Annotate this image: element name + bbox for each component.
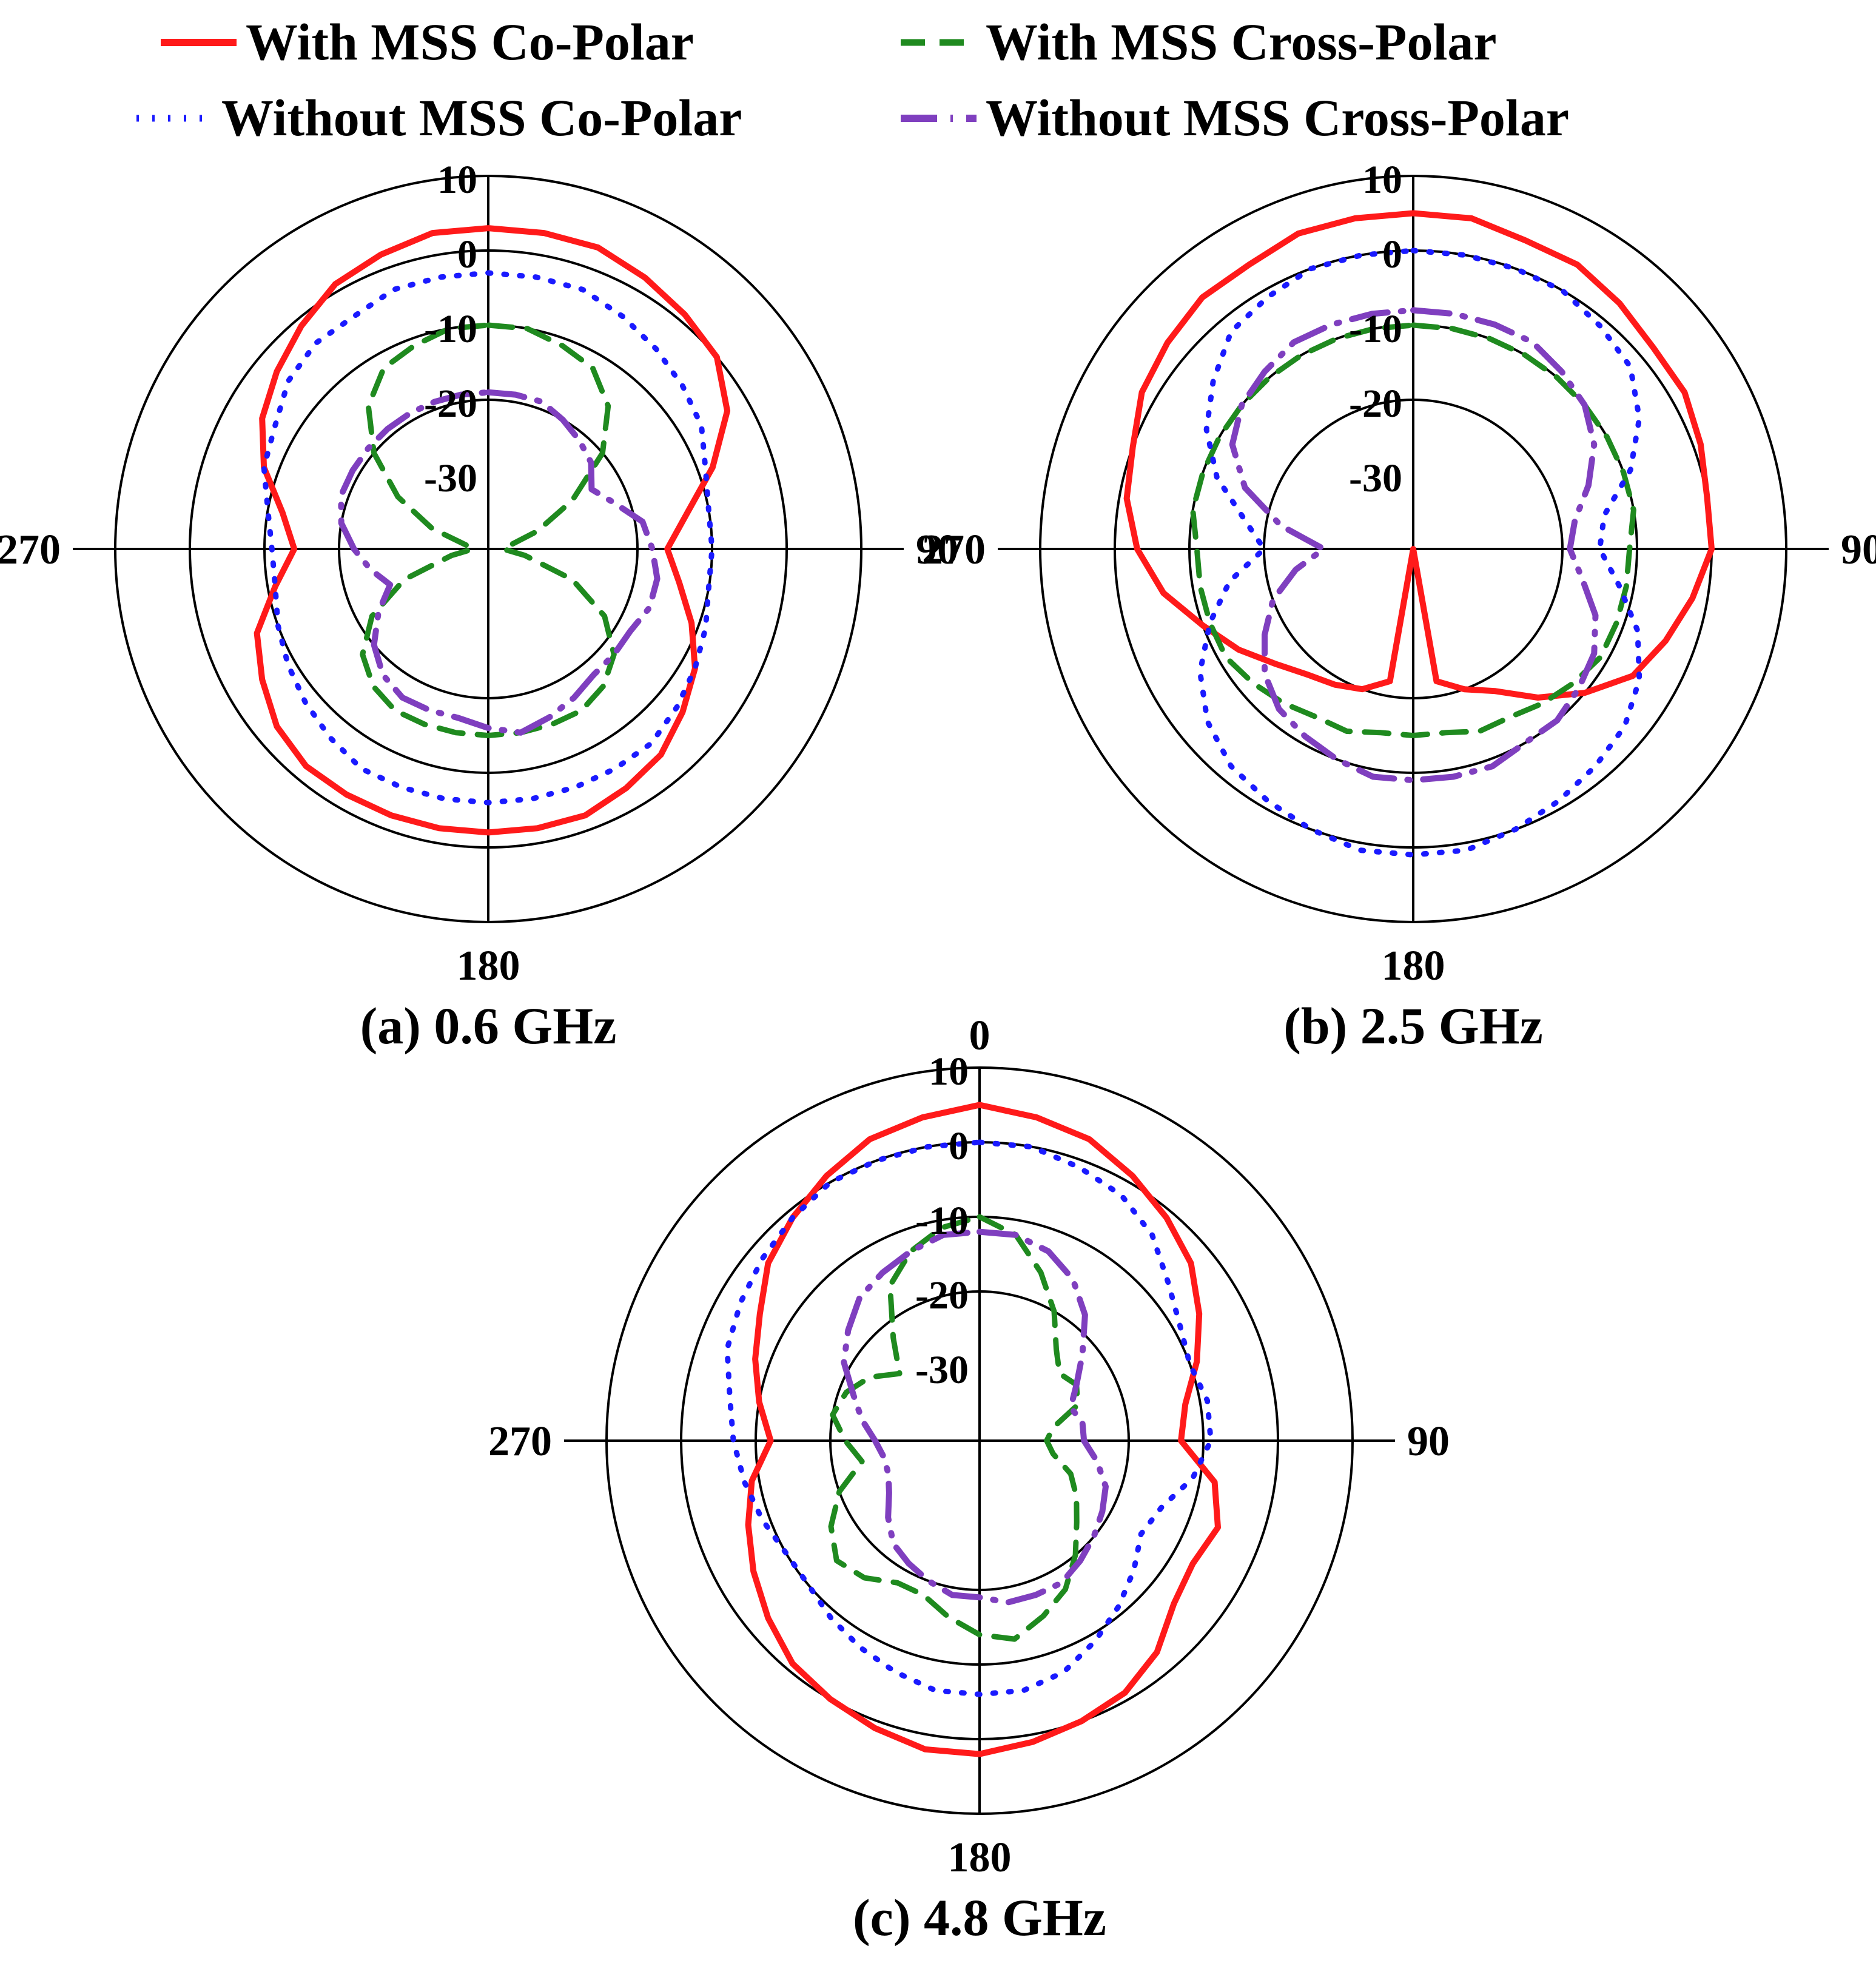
angle-label-90: 90: [1407, 1418, 1450, 1465]
series-without-mss-co-polar: [724, 1139, 1214, 1697]
series-with-mss-cross-polar: [360, 322, 617, 738]
r-tick-label: -30: [915, 1348, 969, 1392]
r-tick-label: 0: [949, 1124, 969, 1168]
angle-label-90: 90: [1841, 527, 1876, 573]
r-tick-label: -20: [915, 1273, 969, 1318]
series-without-mss-cross-polar: [1229, 307, 1599, 784]
angle-label-180: 180: [1382, 943, 1445, 989]
series-without-mss-cross-polar: [338, 389, 661, 736]
series-without-mss-co-polar: [261, 270, 715, 806]
angle-label-270: 270: [922, 527, 986, 573]
series-without-mss-cross-polar: [841, 1228, 1109, 1606]
angle-label-180: 180: [948, 1834, 1012, 1881]
subplot-caption: (a) 0.6 GHz: [360, 997, 617, 1055]
polar-plot-2-5-ghz: 10 0 -10 -20 -30 90 180 270 (b) 2.5 GHz: [922, 158, 1876, 1055]
r-tick-label: -30: [424, 456, 477, 500]
r-tick-label: -20: [424, 382, 477, 426]
r-tick-label: 10: [437, 158, 477, 202]
r-tick-label: 0: [457, 232, 477, 277]
angle-label-270: 270: [488, 1418, 552, 1465]
legend-entry-without-mss-co-polar: Without MSS Co-Polar: [136, 89, 742, 147]
r-tick-label: 10: [929, 1049, 969, 1094]
r-tick-label: -20: [1349, 382, 1402, 426]
r-tick-label: -10: [424, 307, 477, 351]
legend-label: With MSS Co-Polar: [246, 13, 694, 71]
legend-entry-with-mss-co-polar: With MSS Co-Polar: [161, 13, 694, 71]
legend-entry-without-mss-cross-polar: Without MSS Cross-Polar: [901, 89, 1569, 147]
series-with-mss-co-polar: [254, 225, 731, 836]
r-tick-label: 0: [1382, 232, 1402, 277]
r-tick-label: 10: [1362, 158, 1402, 202]
series-with-mss-co-polar: [745, 1102, 1221, 1757]
angle-label-180: 180: [457, 943, 520, 989]
r-tick-label: -10: [915, 1199, 969, 1243]
angle-label-90: 90: [916, 527, 958, 573]
series-without-mss-co-polar: [1197, 247, 1642, 858]
legend-label: Without MSS Cross-Polar: [986, 89, 1569, 147]
legend-label: With MSS Cross-Polar: [986, 13, 1497, 71]
angle-label-0: 0: [969, 1012, 990, 1059]
legend: With MSS Co-Polar With MSS Cross-Polar W…: [136, 13, 1569, 147]
r-tick-label: -10: [1349, 307, 1402, 351]
legend-entry-with-mss-cross-polar: With MSS Cross-Polar: [901, 13, 1497, 71]
legend-label: Without MSS Co-Polar: [221, 89, 742, 147]
r-tick-label: -30: [1349, 456, 1402, 500]
angle-label-270: 270: [0, 527, 61, 573]
subplot-caption: (b) 2.5 GHz: [1283, 997, 1543, 1055]
polar-plot-0-6-ghz: 10 0 -10 -20 -30 90 180 270 (a) 0.6 GHz: [0, 158, 958, 1055]
series-with-mss-cross-polar: [1190, 322, 1636, 738]
subplot-caption: (c) 4.8 GHz: [853, 1888, 1106, 1947]
series-with-mss-co-polar: [1123, 210, 1715, 701]
